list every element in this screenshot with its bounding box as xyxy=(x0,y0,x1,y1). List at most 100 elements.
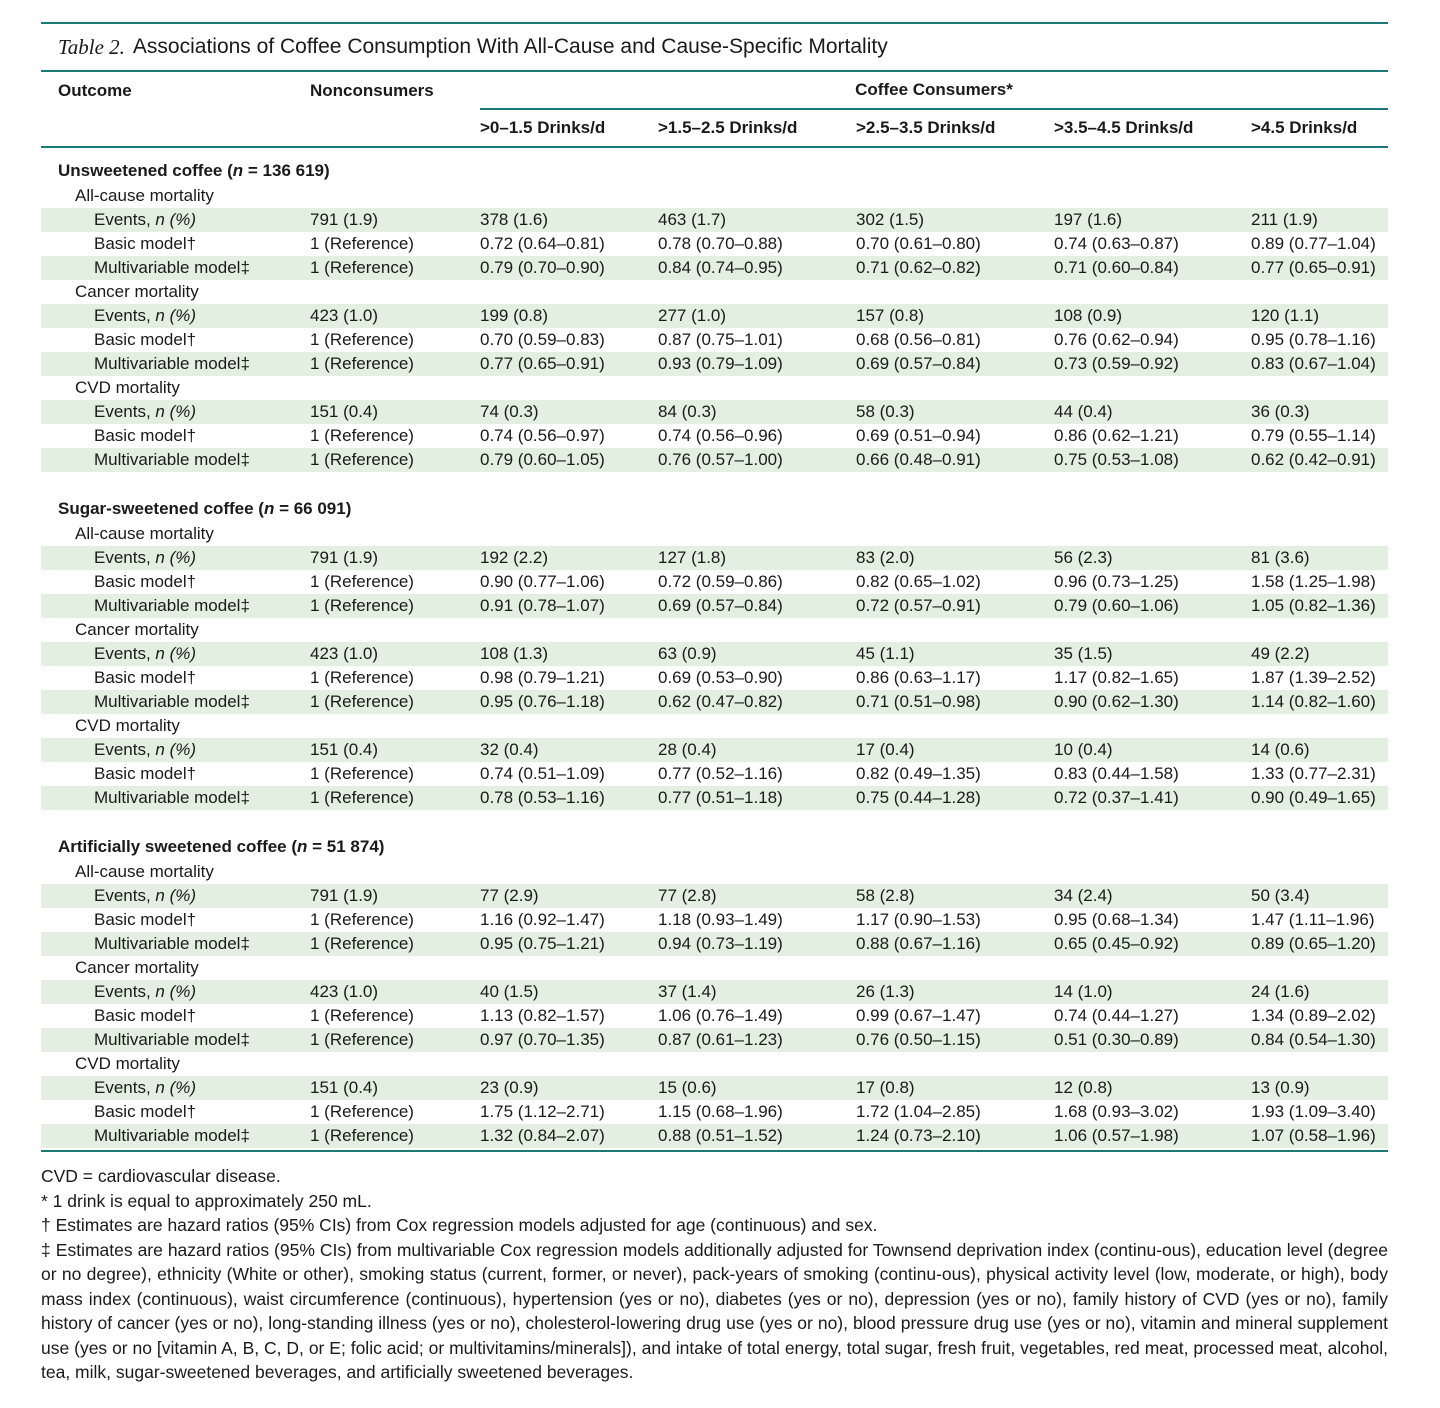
table-cell: 14 (0.6) xyxy=(1251,738,1389,762)
table-cell: 0.72 (0.59–0.86) xyxy=(658,572,783,591)
row-label-italic: n (%) xyxy=(155,210,197,229)
table-row: Basic model† 1 (Reference) 0.74 (0.56–0.97… xyxy=(41,424,1388,448)
group-title: Cancer mortality xyxy=(75,958,199,977)
table-cell: 1.68 (0.93–3.02) xyxy=(1054,1102,1179,1121)
section-title: Unsweetened coffee (n = 136 619) xyxy=(41,158,1388,184)
table-cell: 24 (1.6) xyxy=(1251,980,1389,1004)
group-title: Cancer mortality xyxy=(75,620,199,639)
table-cell: 791 (1.9) xyxy=(310,546,480,570)
table-cell: 17 (0.4) xyxy=(856,738,1054,762)
table-cell: 0.79 (0.70–0.90) xyxy=(480,256,658,280)
table-cell: 34 (2.4) xyxy=(1054,884,1251,908)
row-label: Events, n (%) xyxy=(41,400,310,424)
table-cell: 23 (0.9) xyxy=(480,1076,658,1100)
row-label-text: Basic model† xyxy=(94,1006,197,1025)
table-cell: 1.14 (0.82–1.60) xyxy=(1251,690,1389,714)
table-row: Events, n (%) 423 (1.0) 108 (1.3) 63 (0.9) 4… xyxy=(41,642,1389,666)
table-row: Basic model† 1 (Reference) 1.13 (0.82–1.57… xyxy=(41,1004,1388,1028)
table-cell: 1 (Reference) xyxy=(310,594,480,618)
table-row: Basic model† 1 (Reference) 0.70 (0.59–0.83… xyxy=(41,328,1388,352)
table-cell: 63 (0.9) xyxy=(658,642,856,666)
table-cell: 0.95 (0.78–1.16) xyxy=(1251,330,1376,349)
table-cell: 199 (0.8) xyxy=(480,304,658,328)
table-cell: 44 (0.4) xyxy=(1054,400,1251,424)
table-cell: 1 (Reference) xyxy=(310,352,480,376)
table-cell: 0.72 (0.57–0.91) xyxy=(856,594,1054,618)
table-cell: 0.65 (0.45–0.92) xyxy=(1054,932,1251,956)
section-row: Sugar-sweetened coffee (n = 66 091) xyxy=(41,496,1388,522)
table-cell: 0.69 (0.53–0.90) xyxy=(658,668,783,687)
table-cell: 1.07 (0.58–1.96) xyxy=(1251,1124,1389,1148)
table-cell: 12 (0.8) xyxy=(1054,1076,1251,1100)
table-row: Basic model† 1 (Reference) 1.75 (1.12–2.71… xyxy=(41,1100,1388,1124)
table-cell: 1.58 (1.25–1.98) xyxy=(1251,572,1376,591)
row-label-italic: n (%) xyxy=(155,306,197,325)
section-spacer xyxy=(41,472,1388,496)
row-label: Basic model† xyxy=(41,232,310,256)
table-cell: 1.06 (0.57–1.98) xyxy=(1054,1124,1251,1148)
row-label-text: Events, xyxy=(94,982,156,1001)
table-cell: 1 (Reference) xyxy=(310,426,414,445)
table-cell: 0.71 (0.51–0.98) xyxy=(856,690,1054,714)
table-cell: 45 (1.1) xyxy=(856,642,1054,666)
table-row: Events, n (%) 151 (0.4) 32 (0.4) 28 (0.4) 17… xyxy=(41,738,1389,762)
row-label-text: Events, xyxy=(94,644,156,663)
header-coffee-consumers: Coffee Consumers* xyxy=(855,80,1013,99)
row-label-text: Basic model† xyxy=(94,764,197,783)
table-cell: 0.88 (0.51–1.52) xyxy=(658,1124,856,1148)
table-cell: 1 (Reference) xyxy=(310,330,414,349)
row-label: Basic model† xyxy=(41,1100,310,1124)
table-cell: 0.84 (0.74–0.95) xyxy=(658,256,856,280)
row-label-text: Basic model† xyxy=(94,668,197,687)
table-cell: 0.89 (0.65–1.20) xyxy=(1251,932,1389,956)
table-cell: 0.66 (0.48–0.91) xyxy=(856,448,1054,472)
table-cell: 0.74 (0.63–0.87) xyxy=(1054,234,1179,253)
table-row: Events, n (%) 423 (1.0) 40 (1.5) 37 (1.4) 26… xyxy=(41,980,1389,1004)
footnote-star: * 1 drink is equal to approximately 250 … xyxy=(41,1190,372,1211)
table-cell: 15 (0.6) xyxy=(658,1076,856,1100)
table-cell: 1.17 (0.90–1.53) xyxy=(856,910,981,929)
table-cell: 1.87 (1.39–2.52) xyxy=(1251,668,1376,687)
table-cell: 36 (0.3) xyxy=(1251,400,1389,424)
table-row: Basic model† 1 (Reference) 1.16 (0.92–1.47… xyxy=(41,908,1388,932)
caption-rule xyxy=(41,70,1388,72)
group-row: Cancer mortality xyxy=(41,280,1388,304)
row-label-text: Basic model† xyxy=(94,910,197,929)
table-cell: 1.75 (1.12–2.71) xyxy=(480,1102,605,1121)
row-label-italic: n (%) xyxy=(155,886,197,905)
bottom-rule xyxy=(41,1150,1388,1152)
row-label-text: Multivariable model‡ xyxy=(94,258,250,277)
group-title: CVD mortality xyxy=(75,378,180,397)
table-cell: 83 (2.0) xyxy=(856,546,1054,570)
table-cell: 1.05 (0.82–1.36) xyxy=(1251,594,1389,618)
table-cell: 0.76 (0.50–1.15) xyxy=(856,1028,1054,1052)
table-cell: 463 (1.7) xyxy=(658,208,856,232)
row-label-text: Multivariable model‡ xyxy=(94,934,250,953)
row-label: Basic model† xyxy=(41,762,310,786)
table-cell: 1.93 (1.09–3.40) xyxy=(1251,1102,1376,1121)
row-label: Basic model† xyxy=(41,424,310,448)
table-body: Unsweetened coffee (n = 136 619) All-caus… xyxy=(41,147,1389,1148)
section-spacer xyxy=(41,147,1388,158)
table-cell: 10 (0.4) xyxy=(1054,738,1251,762)
row-label-text: Multivariable model‡ xyxy=(94,692,250,711)
table-cell: 0.82 (0.49–1.35) xyxy=(856,764,981,783)
section-title: Sugar-sweetened coffee (n = 66 091) xyxy=(41,496,1388,522)
table-cell: 791 (1.9) xyxy=(310,208,480,232)
table-row: Multivariable model‡ 1 (Reference) 0.78 (0… xyxy=(41,786,1389,810)
row-label: Events, n (%) xyxy=(41,642,310,666)
table-cell: 0.84 (0.54–1.30) xyxy=(1251,1028,1389,1052)
table-cell: 50 (3.4) xyxy=(1251,884,1389,908)
group-title: CVD mortality xyxy=(75,716,180,735)
row-label-text: Multivariable model‡ xyxy=(94,450,250,469)
table-cell: 0.72 (0.37–1.41) xyxy=(1054,786,1251,810)
table-cell: 0.62 (0.42–0.91) xyxy=(1251,448,1389,472)
table-cell: 84 (0.3) xyxy=(658,400,856,424)
section-n-label: n xyxy=(232,161,244,180)
table-cell: 0.82 (0.65–1.02) xyxy=(856,572,981,591)
section-title: Artificially sweetened coffee (n = 51 87… xyxy=(41,834,1388,860)
table-cell: 0.97 (0.70–1.35) xyxy=(480,1028,658,1052)
header-nonconsumers: Nonconsumers xyxy=(310,80,434,100)
group-title: All-cause mortality xyxy=(75,524,214,543)
table-cell: 423 (1.0) xyxy=(310,642,480,666)
